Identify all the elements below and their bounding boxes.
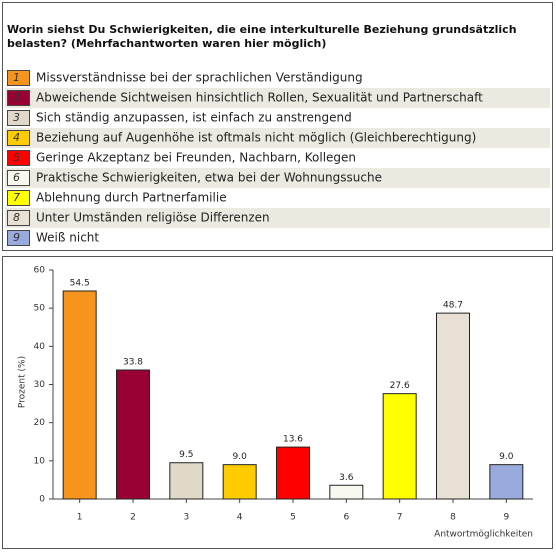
legend-number: 7 xyxy=(13,191,20,204)
value-label: 9.0 xyxy=(499,452,514,462)
value-label: 54.5 xyxy=(70,278,90,288)
legend-label: Sich ständig anzupassen, ist einfach zu … xyxy=(36,111,352,125)
legend-number: 6 xyxy=(13,171,20,184)
y-tick-label: 60 xyxy=(34,266,46,276)
legend-label: Weiß nicht xyxy=(36,231,99,245)
legend-number: 5 xyxy=(13,151,20,164)
legend-label: Praktische Schwierigkeiten, etwa bei der… xyxy=(36,171,382,185)
y-tick-label: 40 xyxy=(34,342,46,352)
legend-number: 8 xyxy=(13,211,20,224)
bar xyxy=(382,393,417,500)
legend-swatch xyxy=(7,150,30,166)
legend-label: Missverständnisse bei der sprachlichen V… xyxy=(36,71,363,85)
legend-label: Unter Umständen religiöse Differenzen xyxy=(36,211,270,225)
title-line: Worin siehst Du Schwierigkeiten, die ein… xyxy=(7,23,517,36)
y-tick-label: 50 xyxy=(34,304,46,314)
bar xyxy=(169,462,204,500)
y-axis-label: Prozent (%) xyxy=(18,356,28,408)
legend-row-bg xyxy=(5,128,550,148)
legend-swatch xyxy=(7,190,30,206)
x-tick-label: 3 xyxy=(183,513,189,523)
legend-label: Abweichende Sichtweisen hinsichtlich Rol… xyxy=(36,91,483,105)
value-label: 13.6 xyxy=(283,435,303,445)
y-tick-label: 10 xyxy=(34,456,46,466)
legend-swatch xyxy=(7,70,30,86)
bar xyxy=(276,446,310,500)
title-line: belasten? (Mehrfachantworten waren hier … xyxy=(7,37,326,50)
x-tick-label: 7 xyxy=(397,513,403,523)
legend-label: Ablehnung durch Partnerfamilie xyxy=(36,191,227,205)
value-label: 27.6 xyxy=(390,381,410,391)
value-label: 9.5 xyxy=(179,450,193,460)
x-tick-label: 2 xyxy=(130,513,136,523)
x-tick-label: 8 xyxy=(450,513,456,523)
bar xyxy=(116,369,150,500)
legend-row-bg xyxy=(5,88,550,108)
value-label: 9.0 xyxy=(233,452,248,462)
legend-number: 9 xyxy=(13,231,20,244)
bar xyxy=(489,464,524,500)
legend-swatch xyxy=(7,230,30,246)
x-tick-label: 9 xyxy=(503,513,509,523)
legend-swatch xyxy=(7,130,30,146)
bar xyxy=(222,464,257,500)
y-tick-label: 20 xyxy=(34,418,46,428)
y-tick-label: 0 xyxy=(39,495,45,505)
legend-swatch xyxy=(7,90,30,106)
bar xyxy=(436,312,470,500)
legend-row-bg xyxy=(5,208,550,228)
value-label: 33.8 xyxy=(123,357,143,367)
legend-swatch xyxy=(7,170,30,186)
bar xyxy=(62,290,97,500)
legend-number: 2 xyxy=(13,91,20,104)
x-tick-label: 4 xyxy=(237,513,243,523)
x-axis-label: Antwortmöglichkeiten xyxy=(434,530,533,540)
legend-number: 4 xyxy=(13,131,20,144)
legend-swatch xyxy=(7,210,30,226)
x-tick-label: 1 xyxy=(77,513,83,523)
legend-row-bg xyxy=(5,168,550,188)
bar xyxy=(329,484,364,500)
x-tick-label: 5 xyxy=(290,513,296,523)
legend-label: Geringe Akzeptanz bei Freunden, Nachbarn… xyxy=(36,151,356,165)
legend-swatch xyxy=(7,110,30,126)
legend-number: 1 xyxy=(13,71,20,84)
value-label: 48.7 xyxy=(443,301,463,311)
legend-label: Beziehung auf Augenhöhe ist oftmals nich… xyxy=(36,131,476,145)
y-tick-label: 30 xyxy=(34,380,46,390)
x-tick-label: 6 xyxy=(343,513,349,523)
value-label: 3.6 xyxy=(339,473,354,483)
legend-number: 3 xyxy=(13,111,20,124)
